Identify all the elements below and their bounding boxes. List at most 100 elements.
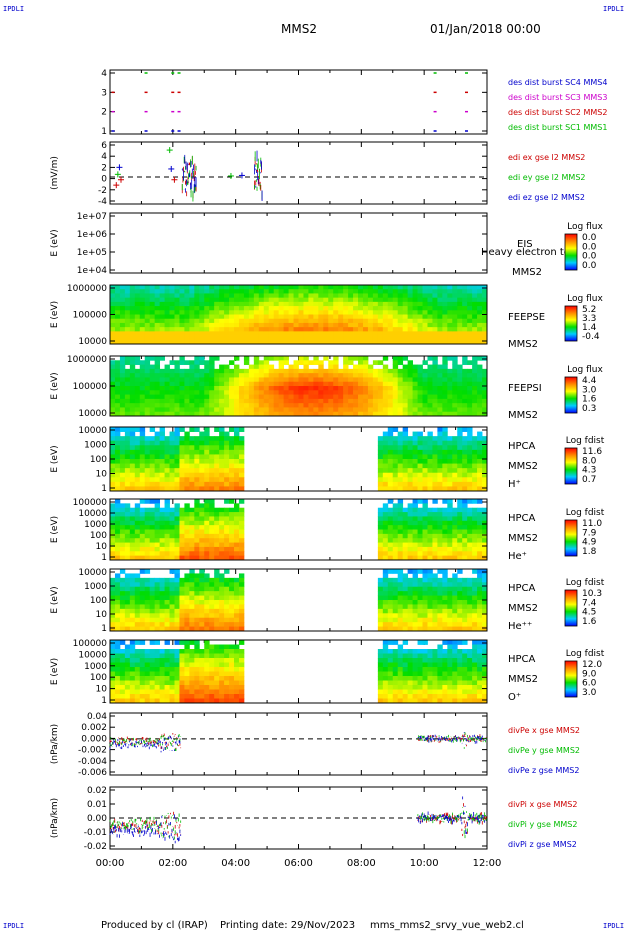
spectrogram-cell	[159, 411, 165, 417]
spectrogram-cell	[288, 285, 294, 290]
spectrogram-cell	[134, 331, 141, 336]
spectrogram-cell	[338, 381, 344, 387]
spectrogram-cell	[238, 454, 245, 460]
panel-label: MMS2	[508, 339, 538, 350]
spectrogram-cell	[114, 529, 121, 535]
spectrogram-cell	[437, 481, 443, 487]
spectrogram-cell	[248, 289, 255, 294]
spectrogram-cell	[134, 394, 141, 400]
spectrogram-cell	[229, 293, 235, 299]
spectrogram-cell	[209, 289, 215, 294]
spectrogram-cell	[452, 577, 458, 583]
spectrogram-cell	[422, 525, 428, 530]
spectrogram-cell	[462, 403, 468, 408]
spectrogram-cell	[114, 694, 121, 699]
spectrogram-cell	[129, 671, 136, 677]
spectrogram-cell	[199, 449, 205, 455]
spectrogram-cell	[472, 377, 478, 383]
spectrogram-cell	[159, 577, 165, 583]
spectrogram-cell	[283, 297, 289, 303]
spectrogram-cell	[110, 368, 116, 374]
spectrogram-cell	[124, 600, 131, 605]
spectrogram-cell	[308, 331, 314, 336]
spectrogram-cell	[174, 368, 180, 374]
spectrogram-cell	[179, 520, 185, 526]
spectrogram-cell	[110, 360, 116, 365]
spectrogram-cell	[472, 306, 478, 311]
spectrogram-cell	[209, 293, 215, 299]
spectrogram-cell	[482, 440, 488, 446]
spectrogram-cell	[442, 335, 448, 341]
spectrogram-cell	[174, 436, 180, 442]
spectrogram-cell	[437, 486, 443, 492]
spectrogram-cell	[194, 520, 200, 526]
spectrogram-cell	[224, 339, 230, 345]
spectrogram-cell	[278, 394, 285, 400]
spectrogram-cell	[134, 680, 141, 686]
spectrogram-cell	[179, 373, 185, 378]
spectrogram-cell	[308, 411, 314, 417]
spectrogram-cell	[114, 520, 121, 526]
spectrogram-cell	[114, 335, 121, 341]
spectrogram-cell	[432, 459, 438, 464]
spectrogram-cell	[392, 472, 399, 478]
spectrogram-cell	[209, 285, 215, 290]
spectrogram-cell	[184, 301, 190, 307]
y-tick-label: 1e+04	[77, 266, 108, 276]
spectrogram-cell	[402, 386, 409, 391]
spectrogram-cell	[412, 569, 418, 574]
colorbar-tick-label: 4.4	[582, 376, 597, 386]
spectrogram-cell	[124, 411, 131, 417]
spectrogram-cell	[293, 377, 299, 383]
spectrogram-cell	[268, 356, 275, 361]
spectrogram-cell	[482, 390, 488, 395]
spectrogram-cell	[377, 516, 384, 522]
spectrogram-cell	[154, 613, 161, 619]
spectrogram-cell	[134, 604, 141, 610]
spectrogram-cell	[387, 411, 394, 417]
spectrogram-cell	[194, 445, 200, 451]
spectrogram-cell	[189, 459, 195, 464]
spectrogram-cell	[174, 600, 180, 605]
spectrogram-cell	[457, 368, 463, 374]
spectrogram-cell	[144, 516, 151, 522]
spectrogram-cell	[243, 373, 250, 378]
spectrogram-cell	[303, 373, 309, 378]
spectrogram-cell	[472, 440, 478, 446]
spectrogram-cell	[174, 431, 180, 437]
spectrogram-cell	[482, 339, 488, 345]
spectrogram-cell	[372, 318, 379, 324]
spectrogram-cell	[209, 449, 215, 455]
spectrogram-cell	[397, 569, 404, 574]
spectrogram-cell	[154, 591, 161, 596]
spectrogram-cell	[308, 322, 314, 328]
spectrogram-cell	[189, 368, 195, 374]
spectrogram-cell	[333, 289, 339, 294]
spectrogram-cell	[124, 658, 131, 663]
spectrogram-cell	[139, 403, 146, 408]
spectrogram-cell	[209, 463, 215, 469]
spectrogram-cell	[392, 310, 399, 315]
spectrogram-cell	[432, 445, 438, 451]
spectrogram-cell	[253, 327, 260, 332]
spectrogram-cell	[417, 477, 423, 483]
spectrogram-cell	[219, 411, 225, 417]
spectrogram-cell	[144, 364, 151, 370]
spectrogram-cell	[343, 373, 349, 378]
spectrogram-cell	[472, 477, 478, 483]
spectrogram-cell	[407, 653, 413, 659]
spectrogram-cell	[477, 293, 483, 299]
spectrogram-cell	[392, 577, 399, 583]
spectrogram-cell	[407, 486, 413, 492]
spectrogram-cell	[189, 390, 195, 395]
spectrogram-cell	[417, 542, 423, 548]
spectrogram-cell	[273, 285, 280, 290]
spectrogram-cell	[199, 604, 205, 610]
spectrogram-cell	[238, 658, 245, 663]
spectrogram-cell	[432, 377, 438, 383]
spectrogram-cell	[174, 653, 180, 659]
spectrogram-cell	[209, 626, 215, 632]
spectrogram-cell	[427, 529, 433, 535]
spectrogram-cell	[174, 331, 180, 336]
spectrogram-cell	[194, 403, 200, 408]
